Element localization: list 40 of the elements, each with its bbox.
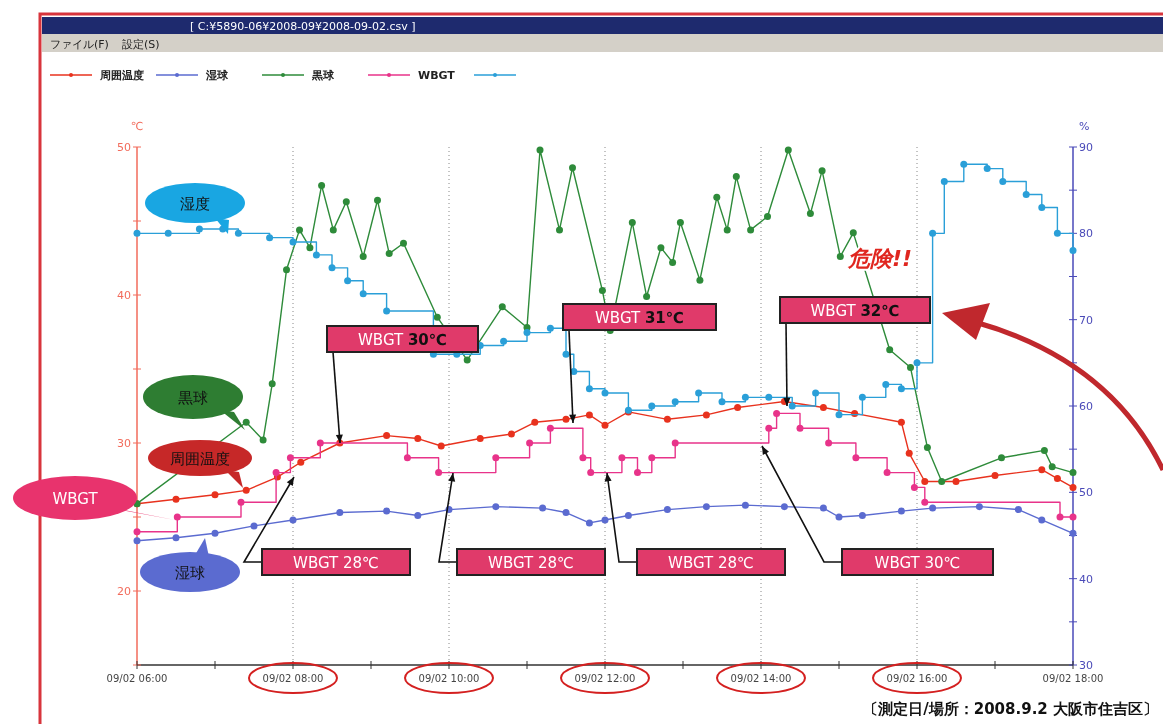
y2-tick-label: 60 [1079,400,1093,413]
y2-tick-label: 50 [1079,486,1093,500]
legend-label: 湿球 [205,69,229,82]
text: WBGT [52,490,99,508]
annotation: WBGT 32℃ [810,302,900,320]
y-tick-label: 20 [117,585,131,598]
y2-tick-label: 40 [1079,572,1093,586]
annotation: 湿球 [175,564,205,582]
x-tick-label: 09/02 18:00 [1042,673,1104,684]
y-axis-title: ℃ [130,120,144,133]
annotation: WBGT 28℃ [488,554,574,572]
text: ファイル(F) [50,38,109,51]
annotation: WBGT 31℃ [595,309,684,327]
y2-tick-label: 30 [1079,659,1093,672]
y-tick-label: 30 [117,437,131,450]
x-tick-label: 09/02 10:00 [418,673,480,684]
x-tick-label: 09/02 16:00 [886,673,948,684]
x-tick-label: 09/02 08:00 [262,673,324,684]
annotation: WBGT 28℃ [668,554,754,572]
y2-axis-title: % [1079,120,1090,133]
legend-label: 黒球 [311,69,335,82]
text: [ C:¥5890-06¥2008-09¥2008-09-02.csv ] [190,20,416,33]
annotation: WBGT 30℃ [358,331,447,349]
legend-label: WBGT [418,69,456,82]
x-tick-label: 09/02 06:00 [106,673,168,684]
annotation: WBGT 28℃ [293,554,379,572]
annotation: WBGT 30℃ [874,554,961,572]
y2-tick-label: 80 [1079,227,1093,241]
annotation: 黒球 [178,389,208,407]
y-tick-label: 40 [117,289,131,302]
x-tick-label: 09/02 14:00 [730,673,792,684]
annotation: 周囲温度 [170,450,230,468]
legend-label: 周囲温度 [99,69,144,82]
y-tick-label: 50 [117,141,131,154]
y2-tick-label: 70 [1079,313,1093,327]
text: 設定(S) [122,38,160,51]
annotation: 湿度 [180,195,210,213]
x-tick-label: 09/02 12:00 [574,673,636,684]
y2-tick-label: 90 [1079,141,1093,154]
text: 〔測定日/場所：2008.9.2 大阪市住吉区〕 [863,700,1158,718]
